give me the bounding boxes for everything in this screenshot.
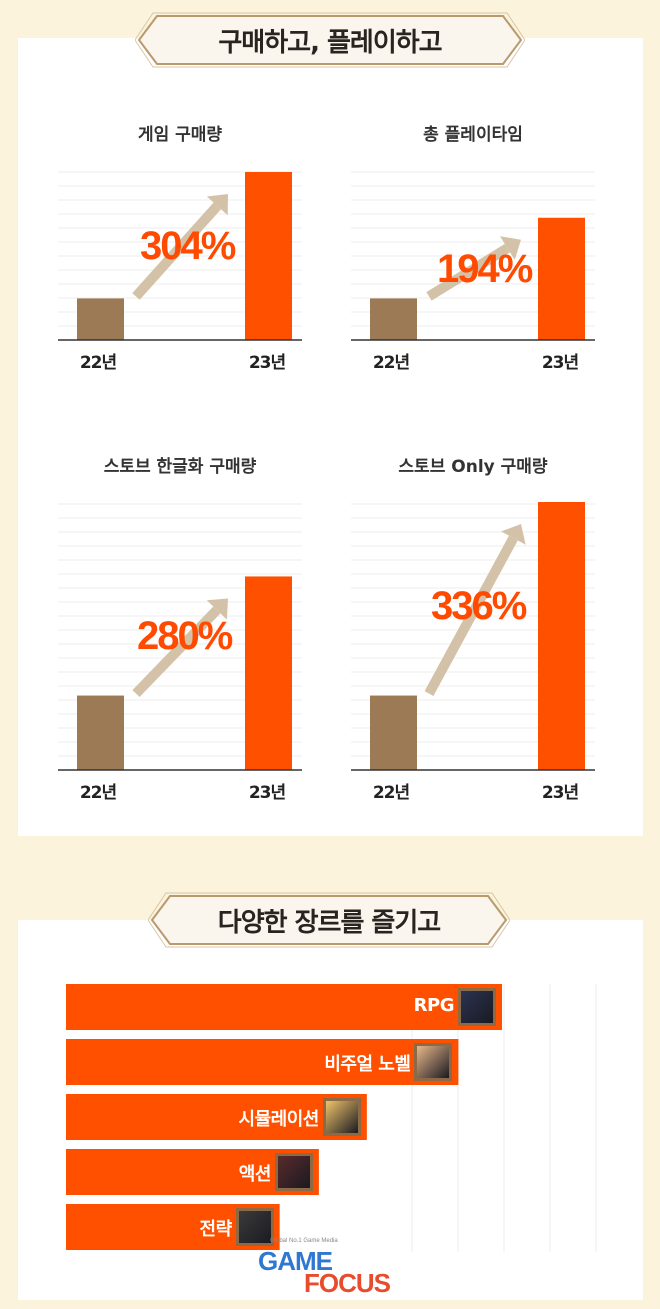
x-tick-label: 22년 <box>79 783 117 803</box>
bar-22 <box>370 695 417 770</box>
growth-percent-label: 280% <box>137 614 233 658</box>
growth-percent-label: 194% <box>437 247 533 291</box>
genre-bar <box>66 1094 367 1140</box>
bar-23 <box>538 217 585 340</box>
bar-22 <box>370 298 417 340</box>
x-tick-label: 23년 <box>541 783 579 803</box>
rpg-thumbnail-icon <box>458 988 496 1026</box>
growth-arrow-head <box>206 598 228 620</box>
growth-arrow-shaft <box>132 606 221 698</box>
bar-23 <box>538 502 585 770</box>
growth-arrow-shaft <box>424 535 518 696</box>
genre-bar-label: 비주얼 노벨 <box>324 1054 411 1075</box>
chart-localized-purchases: 스토브 한글화 구매량 22년 23년 280% <box>50 452 310 803</box>
bar-22 <box>77 298 124 340</box>
x-tick-label: 23년 <box>248 783 286 803</box>
strategy-thumbnail-icon <box>235 1208 274 1246</box>
watermark-focus: FOCUS <box>304 1268 391 1298</box>
x-tick-label: 22년 <box>372 353 410 373</box>
growth-arrow-head <box>501 524 526 545</box>
chart-plot <box>351 502 595 771</box>
section-title: 구매하고, 플레이하고 <box>218 27 442 58</box>
chart-title: 총 플레이타임 <box>423 125 523 145</box>
chart-game-purchases: 게임 구매량 22년 23년 304% <box>50 120 310 440</box>
genre-bar-label: 시뮬레이션 <box>238 1109 320 1130</box>
bar-22 <box>77 695 124 770</box>
section-banner-genres: 다양한 장르를 즐기고 <box>148 890 510 950</box>
x-tick-label: 23년 <box>541 353 579 373</box>
growth-percent-label: 304% <box>140 224 236 268</box>
genre-bar <box>66 1039 459 1085</box>
growth-arrow-shaft <box>132 202 222 300</box>
genre-bar-label: RPG <box>413 995 455 1016</box>
bar-23 <box>245 172 292 340</box>
chart-title: 게임 구매량 <box>137 125 223 145</box>
section-banner-purchase-play: 구매하고, 플레이하고 <box>135 10 525 70</box>
chart-title: 스토브 한글화 구매량 <box>103 457 257 477</box>
chart-stove-only-purchases: 스토브 Only 구매량 22년 23년 336% <box>343 452 603 803</box>
section-title: 다양한 장르를 즐기고 <box>217 907 441 938</box>
watermark-tagline: Global No.1 Game Media <box>270 1238 338 1244</box>
growth-percent-label: 336% <box>431 584 527 628</box>
chart-title: 스토브 Only 구매량 <box>398 457 548 477</box>
visual-novel-thumbnail-icon <box>414 1043 453 1081</box>
simulation-thumbnail-icon <box>322 1098 361 1136</box>
genre-bar-label: 액션 <box>238 1164 272 1185</box>
x-tick-label: 22년 <box>372 783 410 803</box>
growth-arrow-head <box>206 194 228 216</box>
chart-total-playtime: 총 플레이타임 22년 23년 194% <box>343 120 603 440</box>
genre-bar-label: 전략 <box>199 1219 233 1240</box>
chart-plot <box>351 171 595 341</box>
growth-arrow-shaft <box>426 243 510 301</box>
x-tick-label: 22년 <box>79 353 117 373</box>
banner-frame <box>135 12 525 68</box>
chart-plot <box>58 171 302 341</box>
game-focus-watermark: Global No.1 Game Media GAME FOCUS <box>258 1238 408 1298</box>
bar-23 <box>245 576 292 770</box>
x-tick-label: 23년 <box>248 353 286 373</box>
action-thumbnail-icon <box>274 1153 313 1191</box>
chart-plot <box>58 503 302 771</box>
banner-frame <box>148 892 510 948</box>
growth-arrow-head <box>500 236 521 261</box>
watermark-game: GAME <box>258 1246 333 1276</box>
genre-bar <box>66 984 502 1030</box>
